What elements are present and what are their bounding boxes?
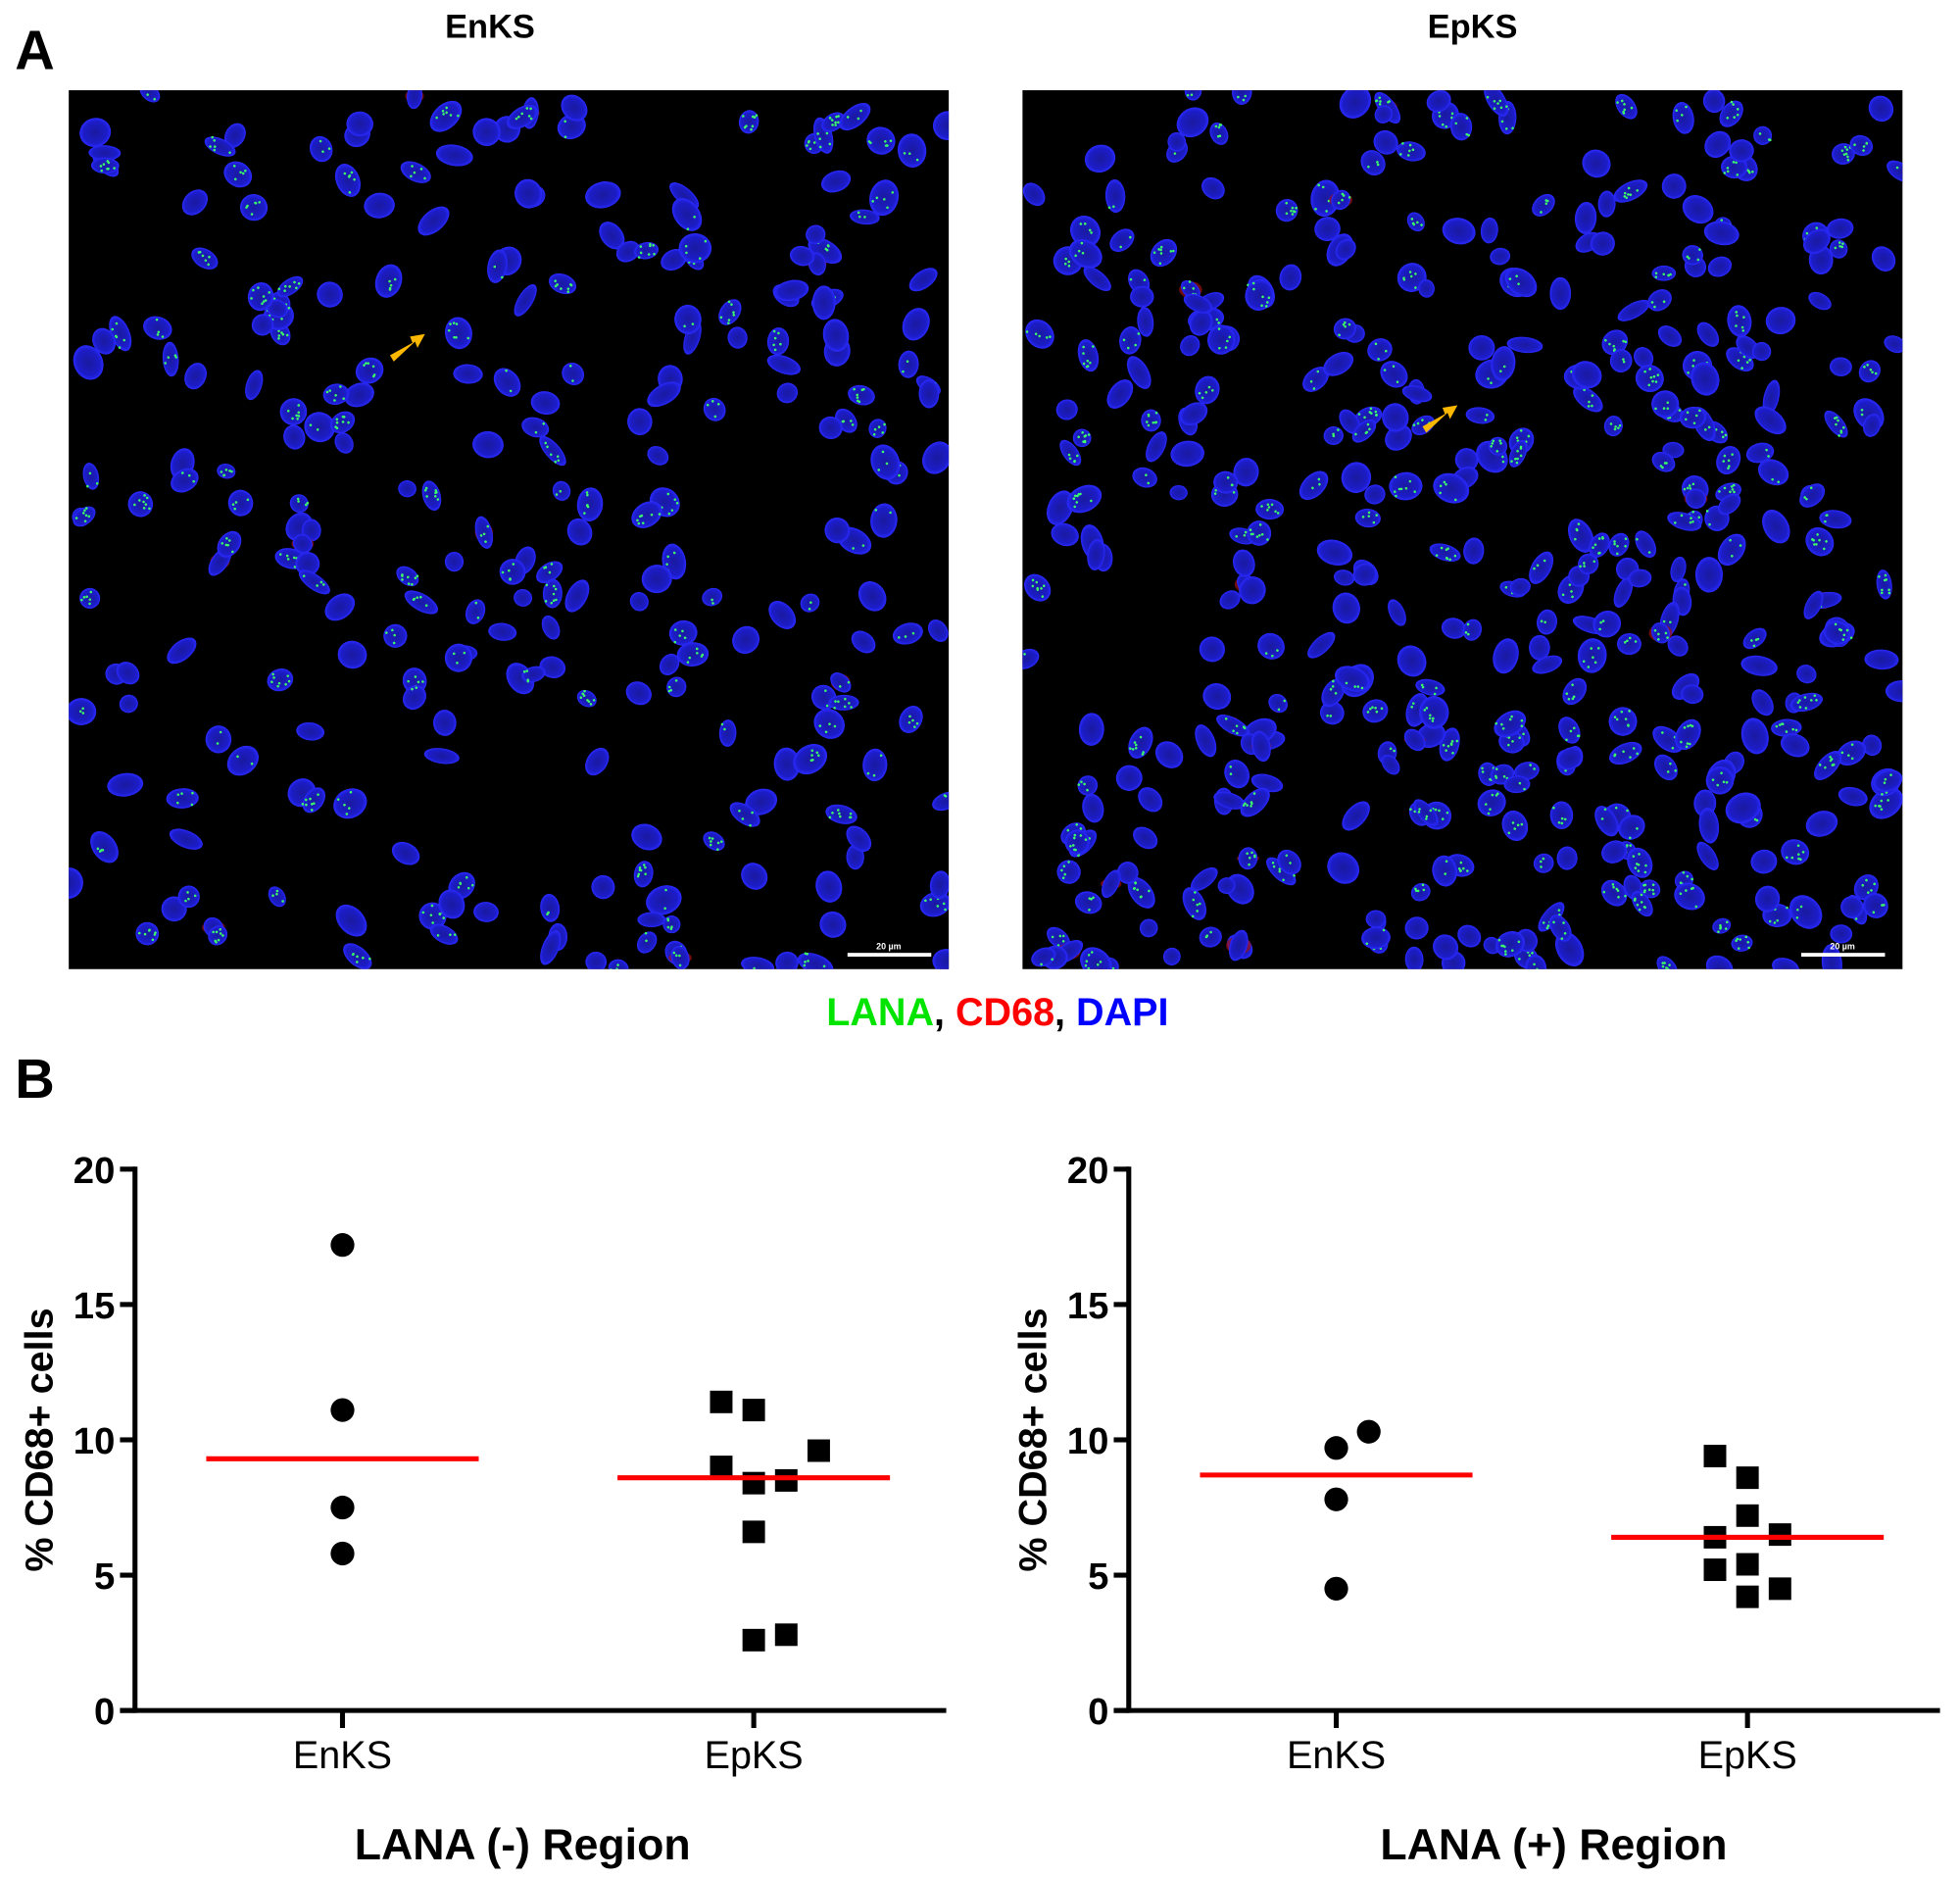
image-title-enks: EnKS [445,8,535,45]
data-point [710,1390,733,1413]
y-tick-label: 15 [1067,1285,1109,1327]
x-tick-label: EnKS [293,1734,392,1777]
data-point [1324,1487,1348,1511]
x-axis-title: LANA (+) Region [1380,1821,1727,1869]
data-point [330,1233,355,1258]
y-tick-label: 20 [1067,1150,1109,1192]
y-axis-label: % CD68+ cells [1012,1308,1055,1571]
data-point [807,1439,830,1462]
data-point [1736,1504,1759,1527]
legend-lana: LANA [826,991,934,1034]
scale-bar [1801,953,1886,957]
x-tick-label: EpKS [1698,1734,1797,1777]
data-point [774,1623,798,1647]
micrograph-enks: 20 µm [69,90,950,969]
panel-label-b: B [15,1048,55,1110]
y-tick-label: 5 [1088,1556,1108,1598]
y-axis-label: % CD68+ cells [19,1308,62,1571]
scale-bar-label: 20 µm [1830,941,1855,951]
data-point [742,1399,765,1422]
data-point [1324,1576,1348,1601]
x-tick-label: EpKS [705,1734,804,1777]
data-point [774,1468,798,1492]
legend-separator: , [1054,991,1076,1034]
panel-label-a: A [15,19,55,80]
data-point [1356,1419,1381,1444]
y-tick-label: 20 [74,1150,116,1192]
data-point [1768,1577,1791,1601]
data-point [1736,1466,1759,1490]
data-point [742,1628,765,1652]
data-point [1703,1445,1727,1468]
arrow-icon [389,333,425,362]
micrograph-epks: 20 µm [1022,90,1903,969]
image-title-epks: EpKS [1428,8,1518,45]
legend-dapi: DAPI [1076,991,1168,1034]
y-tick-label: 0 [1088,1691,1108,1733]
data-point [710,1456,733,1479]
y-tick-label: 0 [94,1691,115,1733]
chart-lana-positive: 0 5 10 15 20 EnKS EpKS % CD68+ cells LANA (+) Re… [1012,1150,1940,1869]
y-tick-label: 10 [74,1420,116,1462]
x-tick-label: EnKS [1287,1734,1386,1777]
data-point [1703,1558,1727,1582]
scale-bar-label: 20 µm [876,941,902,951]
channel-legend: LANA, CD68, DAPI [826,991,1168,1034]
chart-lana-negative: 0 5 10 15 20 EnKS EpKS % CD68+ cells LANA (-) Re… [19,1150,947,1869]
x-axis-title: LANA (-) Region [355,1821,691,1869]
data-point [1768,1523,1791,1547]
data-point [330,1541,355,1566]
y-tick-label: 5 [94,1556,115,1598]
data-point [330,1495,355,1520]
scale-bar [847,953,932,957]
y-tick-label: 10 [1067,1420,1109,1462]
data-point [742,1520,765,1544]
data-point [1736,1585,1759,1608]
legend-cd68: CD68 [956,991,1054,1034]
legend-separator: , [934,991,956,1034]
data-point [1324,1436,1348,1460]
arrow-icon [1422,405,1458,433]
y-tick-label: 15 [74,1285,116,1327]
data-point [1736,1553,1759,1576]
data-point [330,1398,355,1422]
